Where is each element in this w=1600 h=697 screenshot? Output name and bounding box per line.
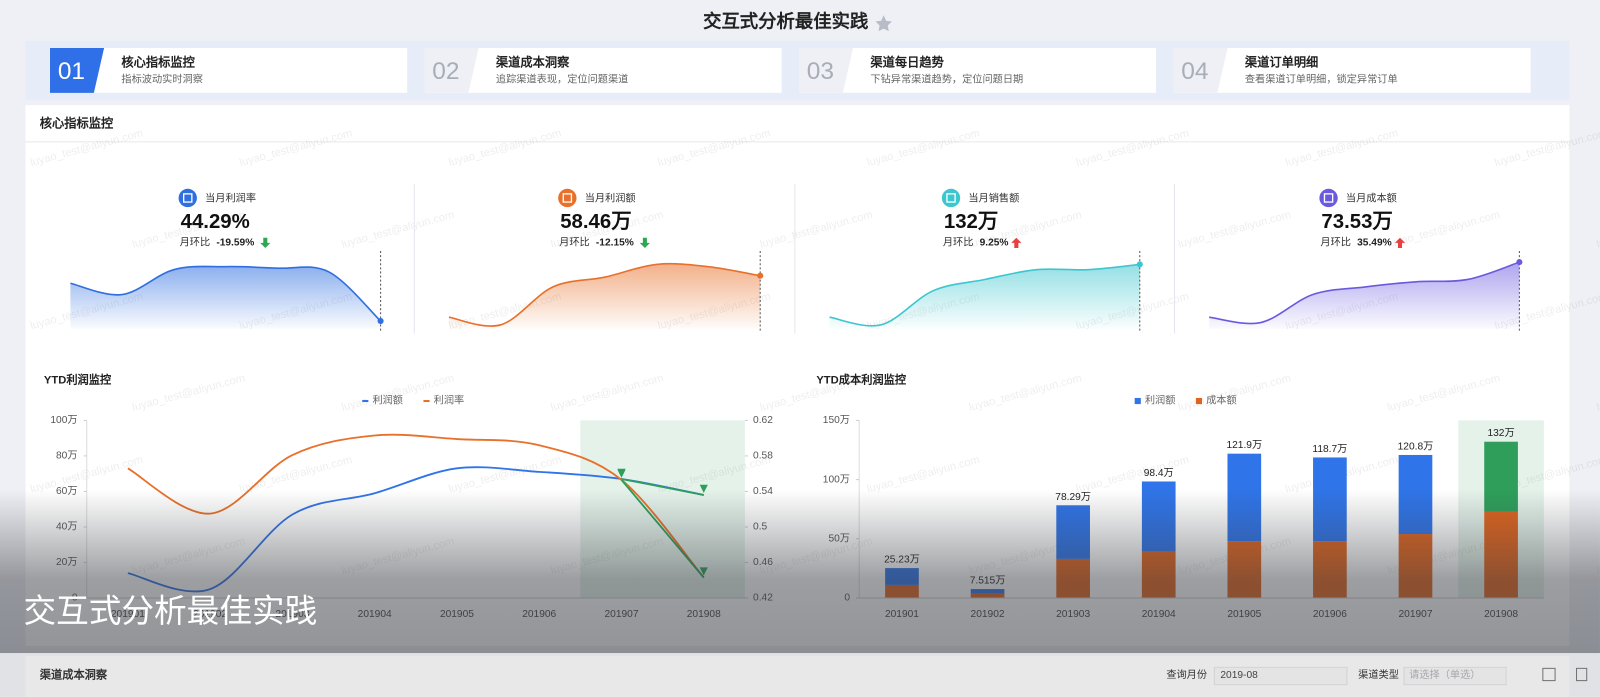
section-title: 核心指标监控: [40, 116, 114, 131]
video-overlay-bottom: [0, 653, 1600, 697]
kpi-trend-area: [1209, 262, 1520, 329]
legend-swatch: [1134, 397, 1141, 405]
y2-tick-label: 0.62: [753, 415, 773, 426]
highlight-point: [617, 469, 626, 478]
kpi-trend-area: [70, 266, 381, 329]
kpi-trend-line: [70, 265, 382, 322]
favorite-star[interactable]: [875, 15, 892, 32]
month-input[interactable]: [1213, 666, 1348, 686]
channel-placeholder: 请选择（单选）: [1409, 668, 1480, 681]
kpi-label: 当月成本额: [1346, 192, 1397, 205]
kpi-label: 当月利润率: [205, 192, 256, 205]
kpi-change: 9.25%: [980, 238, 1009, 249]
kpi-icon: [558, 188, 577, 208]
kpi-trend-end: [1516, 259, 1523, 266]
legend-label[interactable]: 成本额: [1206, 394, 1237, 407]
kpi-icon: [941, 188, 961, 208]
kpi-trend-line: [448, 262, 761, 327]
kpi-change: -19.59%: [216, 238, 254, 249]
y2-tick-label: 0.58: [753, 451, 773, 462]
export-icon[interactable]: [1576, 667, 1588, 682]
kpi-change-arrow: [260, 237, 271, 248]
overlay-title: 交互式分析最佳实践: [23, 592, 317, 629]
step-card[interactable]: [1173, 47, 1531, 93]
step-title: 渠道订单明细: [1244, 54, 1318, 69]
step-subtitle: 查看渠道订单明细，锁定异常订单: [1245, 72, 1398, 85]
kpi-icon: [178, 188, 197, 208]
kpi-change-label: 月环比: [180, 236, 211, 249]
bar-total-label: 118.7万: [1312, 444, 1347, 455]
step-card[interactable]: [798, 47, 1157, 93]
kpi-value: 44.29%: [181, 211, 250, 233]
edit-icon[interactable]: [1542, 667, 1556, 682]
bar-total-label: 121.9万: [1226, 440, 1262, 451]
step-title: 渠道每日趋势: [869, 54, 944, 69]
step-number-badge: [424, 47, 479, 93]
y-tick-label: 80万: [56, 451, 78, 462]
legend-swatch: [1195, 397, 1203, 405]
step-card[interactable]: [424, 47, 782, 93]
kpi-trend-line: [1209, 261, 1520, 325]
channel-label: 渠道类型: [1358, 668, 1399, 681]
video-overlay: [0, 489, 1600, 654]
kpi-change: 35.49%: [1357, 238, 1392, 249]
step-number: 01: [58, 58, 85, 85]
legend-label[interactable]: 利润率: [434, 394, 465, 407]
kpi-trend-area: [829, 264, 1140, 329]
kpi-value: 73.53万: [1321, 211, 1392, 233]
kpi-icon-glyph: [562, 193, 573, 203]
kpi-trend-line: [829, 263, 1140, 327]
legend-label[interactable]: 利润额: [372, 394, 403, 407]
kpi-icon: [1319, 188, 1338, 208]
chart-title: YTD成本利润监控: [816, 373, 907, 387]
footer-title: 渠道成本洞察: [39, 667, 108, 681]
step-subtitle: 指标波动实时洞察: [121, 72, 203, 85]
step-number: 02: [432, 58, 459, 85]
step-number-badge: [49, 47, 105, 93]
kpi-value: 58.46万: [560, 211, 631, 233]
step-title: 核心指标监控: [121, 54, 195, 69]
step-title: 渠道成本洞察: [495, 54, 570, 69]
kpi-icon-glyph: [1323, 193, 1334, 203]
y-tick-label: 100万: [50, 415, 77, 426]
step-subtitle: 下钻异常渠道趋势，定位问题日期: [870, 72, 1023, 85]
kpi-label: 当月利润额: [585, 192, 636, 205]
bar-total-label: 120.8万: [1398, 441, 1434, 452]
step-number: 04: [1181, 58, 1208, 85]
kpi-change-label: 月环比: [559, 236, 590, 249]
kpi-change-label: 月环比: [943, 236, 974, 249]
kpi-value: 132万: [944, 211, 998, 233]
kpi-trend-end: [377, 317, 384, 325]
step-number: 03: [807, 58, 834, 85]
step-subtitle: 追踪渠道表现，定位问题渠道: [496, 72, 628, 85]
kpi-icon-glyph: [183, 193, 193, 203]
kpi-trend-end: [1136, 261, 1143, 268]
legend-label[interactable]: 利润额: [1145, 394, 1176, 407]
kpi-trend-area: [448, 263, 761, 329]
channel-select[interactable]: [1403, 666, 1507, 686]
y-tick-label: 100万: [823, 474, 850, 485]
step-number-badge: [1173, 47, 1228, 93]
kpi-label: 当月销售额: [968, 192, 1019, 205]
chart-title: YTD利润监控: [44, 373, 112, 387]
highlight-point: [699, 484, 708, 493]
step-number-badge: [798, 47, 854, 93]
month-value: 2019-08: [1220, 670, 1258, 681]
step-card[interactable]: [49, 47, 408, 93]
bar-total-label: 132万: [1487, 428, 1514, 439]
page-title: 交互式分析最佳实践: [703, 10, 869, 31]
kpi-change: -12.15%: [596, 238, 634, 249]
kpi-trend-end: [757, 272, 764, 279]
bar-total-label: 98.4万: [1144, 468, 1174, 479]
y-tick-label: 150万: [823, 415, 850, 426]
kpi-change-label: 月环比: [1320, 236, 1351, 249]
month-label: 查询月份: [1166, 668, 1207, 681]
kpi-icon-glyph: [946, 193, 956, 203]
